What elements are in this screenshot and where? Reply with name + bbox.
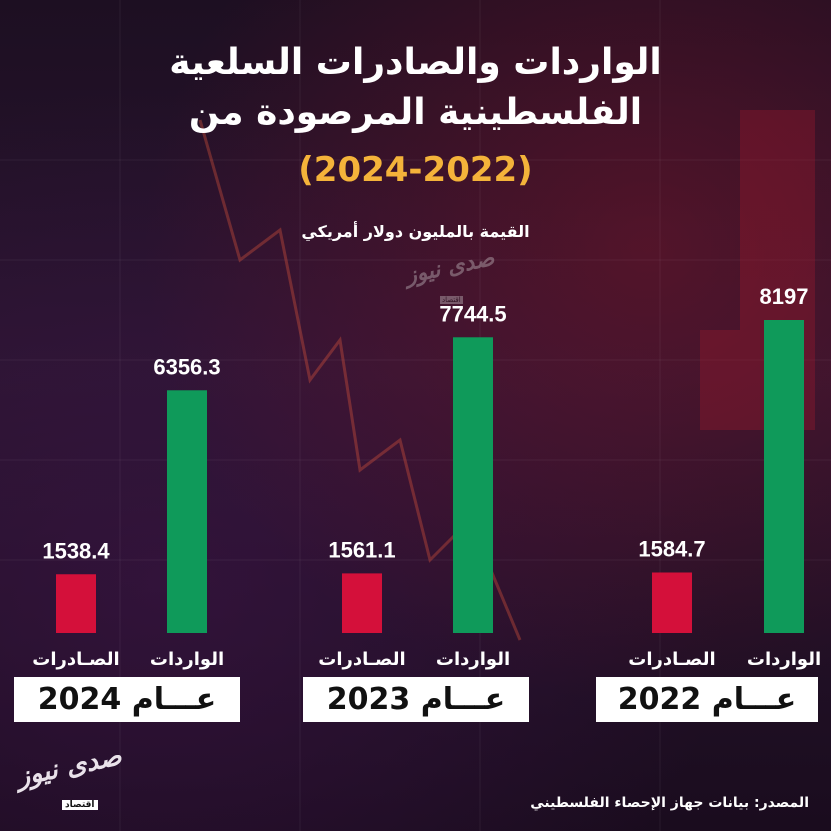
- title-line-2: الفلسطينية المرصودة من: [188, 92, 643, 133]
- category-label-imports-2023: الواردات: [436, 649, 510, 670]
- category-label-imports-2024: الواردات: [150, 649, 224, 670]
- year-label-2022: عـــام 2022: [617, 682, 797, 717]
- value-label-imports-2022: 8197: [760, 284, 809, 309]
- value-label-exports-2024: 1538.4: [42, 538, 110, 563]
- category-label-exports-2022: الصـادرات: [628, 649, 715, 670]
- bar-imports-2022: [764, 320, 804, 633]
- year-box-2023: عـــام 2023: [303, 677, 529, 722]
- category-label-imports-2022: الواردات: [747, 649, 821, 670]
- bar-exports-2023: [342, 573, 382, 633]
- value-label-exports-2023: 1561.1: [328, 537, 395, 562]
- value-label-imports-2023: 7744.5: [439, 301, 506, 326]
- bar-exports-2024: [56, 574, 96, 633]
- title-line-1: الواردات والصادرات السلعية: [169, 42, 662, 83]
- bar-exports-2022: [652, 572, 692, 633]
- bar-imports-2023: [453, 337, 493, 633]
- value-label-imports-2024: 6356.3: [153, 354, 220, 379]
- category-label-exports-2023: الصـادرات: [318, 649, 405, 670]
- year-label-2023: عـــام 2023: [326, 682, 506, 717]
- value-label-exports-2022: 1584.7: [638, 536, 705, 561]
- chart-subtitle: القيمة بالمليون دولار أمريكي: [301, 222, 530, 241]
- year-box-2024: عـــام 2024: [14, 677, 240, 722]
- brand-logo-sub: اقتصاد: [62, 800, 98, 810]
- title-years: (2024-2022): [298, 150, 533, 190]
- watermark-logo-sub: اقتصاد: [440, 296, 463, 304]
- category-label-exports-2024: الصـادرات: [32, 649, 119, 670]
- year-label-2024: عـــام 2024: [37, 682, 217, 717]
- bar-imports-2024: [167, 390, 207, 633]
- year-box-2022: عـــام 2022: [596, 677, 818, 722]
- source-note: المصدر: بيانات جهاز الإحصاء الفلسطيني: [530, 795, 809, 811]
